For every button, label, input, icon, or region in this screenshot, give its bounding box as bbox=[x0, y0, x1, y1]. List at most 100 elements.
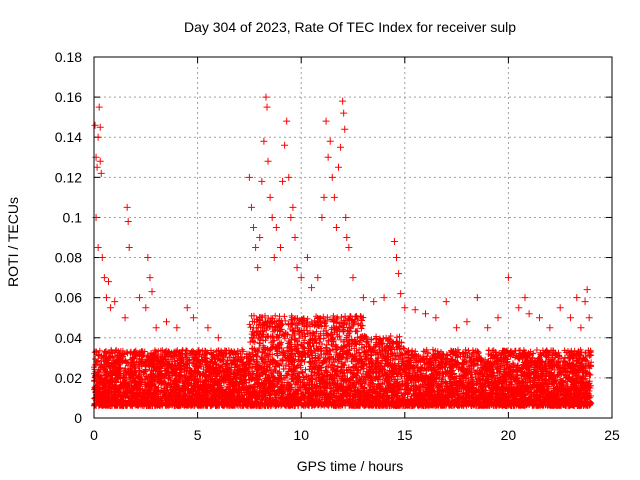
data-point bbox=[247, 203, 255, 211]
data-point bbox=[314, 274, 322, 282]
data-point bbox=[183, 304, 191, 312]
data-point bbox=[453, 324, 461, 332]
data-point bbox=[258, 177, 266, 185]
y-tick-label: 0.16 bbox=[55, 89, 82, 105]
y-tick-label: 0 bbox=[74, 410, 82, 426]
data-point bbox=[94, 133, 102, 141]
x-tick-label: 5 bbox=[194, 427, 202, 443]
x-tick-label: 10 bbox=[293, 427, 309, 443]
data-point bbox=[148, 288, 156, 296]
data-point bbox=[136, 294, 144, 302]
data-point bbox=[393, 254, 401, 262]
data-point bbox=[111, 298, 119, 306]
data-point bbox=[252, 244, 260, 252]
data-point bbox=[370, 298, 378, 306]
data-points bbox=[91, 93, 593, 342]
chart-title: Day 304 of 2023, Rate Of TEC Index for r… bbox=[184, 19, 516, 35]
data-point bbox=[245, 173, 253, 181]
data-point bbox=[567, 314, 575, 322]
data-point bbox=[330, 193, 338, 201]
data-point bbox=[91, 121, 99, 129]
data-point bbox=[102, 294, 110, 302]
data-point bbox=[359, 294, 367, 302]
data-point bbox=[339, 97, 347, 105]
data-point bbox=[324, 153, 332, 161]
data-point bbox=[337, 143, 345, 151]
data-point bbox=[250, 223, 258, 231]
data-point bbox=[270, 254, 278, 262]
data-point bbox=[279, 177, 287, 185]
data-point bbox=[264, 157, 272, 165]
data-point bbox=[105, 278, 113, 286]
data-point bbox=[121, 314, 129, 322]
data-point bbox=[397, 290, 405, 298]
data-point bbox=[521, 294, 529, 302]
data-point bbox=[303, 254, 311, 262]
dense-point-cloud bbox=[91, 312, 595, 409]
point-cloud-marks bbox=[91, 312, 595, 409]
data-point bbox=[281, 141, 289, 149]
data-point bbox=[125, 244, 133, 252]
y-tick-label: 0.18 bbox=[55, 49, 82, 65]
data-point bbox=[283, 117, 291, 125]
data-point bbox=[341, 125, 349, 133]
data-point bbox=[583, 286, 591, 294]
data-point bbox=[142, 304, 150, 312]
data-point bbox=[463, 318, 471, 326]
data-point bbox=[432, 314, 440, 322]
data-point bbox=[395, 270, 403, 278]
data-point bbox=[173, 324, 181, 332]
data-point bbox=[272, 223, 280, 231]
x-tick-label: 15 bbox=[397, 427, 413, 443]
data-point bbox=[332, 223, 340, 231]
data-point bbox=[144, 254, 152, 262]
y-tick-labels: 0 0.02 0.04 0.06 0.08 0.1 0.12 0.14 0.16 0.18 bbox=[55, 49, 82, 426]
data-point bbox=[152, 324, 160, 332]
data-point bbox=[123, 203, 131, 211]
y-tick-label: 0.14 bbox=[55, 129, 82, 145]
data-point bbox=[349, 274, 357, 282]
data-point bbox=[343, 234, 351, 241]
data-point bbox=[380, 294, 388, 302]
data-point bbox=[322, 117, 330, 125]
data-point bbox=[268, 213, 276, 221]
x-axis-label: GPS time / hours bbox=[297, 458, 404, 474]
data-point bbox=[494, 314, 502, 322]
data-point bbox=[94, 244, 102, 252]
data-point bbox=[124, 217, 132, 225]
x-tick-labels: 0 5 10 15 20 25 bbox=[90, 427, 620, 443]
data-point bbox=[320, 193, 328, 201]
data-point bbox=[266, 193, 274, 201]
data-point bbox=[146, 274, 154, 282]
data-point bbox=[107, 304, 115, 312]
data-point bbox=[297, 274, 305, 282]
data-point bbox=[214, 334, 222, 342]
x-tick-label: 0 bbox=[90, 427, 98, 443]
data-point bbox=[473, 294, 481, 302]
data-point bbox=[163, 318, 171, 326]
data-point bbox=[390, 238, 398, 246]
data-point bbox=[96, 157, 104, 165]
data-point bbox=[342, 213, 350, 221]
data-point bbox=[484, 324, 492, 332]
data-point bbox=[287, 213, 295, 221]
data-point bbox=[585, 314, 593, 322]
data-point bbox=[285, 173, 293, 181]
data-point bbox=[93, 163, 101, 171]
data-point bbox=[577, 324, 585, 332]
data-point bbox=[276, 244, 284, 252]
data-point bbox=[401, 304, 409, 312]
data-point bbox=[556, 304, 564, 312]
data-point bbox=[546, 324, 554, 332]
data-point bbox=[204, 324, 212, 332]
data-point bbox=[96, 123, 104, 131]
data-point bbox=[95, 103, 103, 111]
y-tick-label: 0.04 bbox=[55, 330, 82, 346]
data-point bbox=[515, 304, 523, 312]
data-point bbox=[256, 234, 264, 241]
data-point bbox=[262, 93, 270, 101]
data-point bbox=[308, 284, 316, 292]
data-point bbox=[260, 137, 268, 145]
data-point bbox=[97, 169, 105, 177]
